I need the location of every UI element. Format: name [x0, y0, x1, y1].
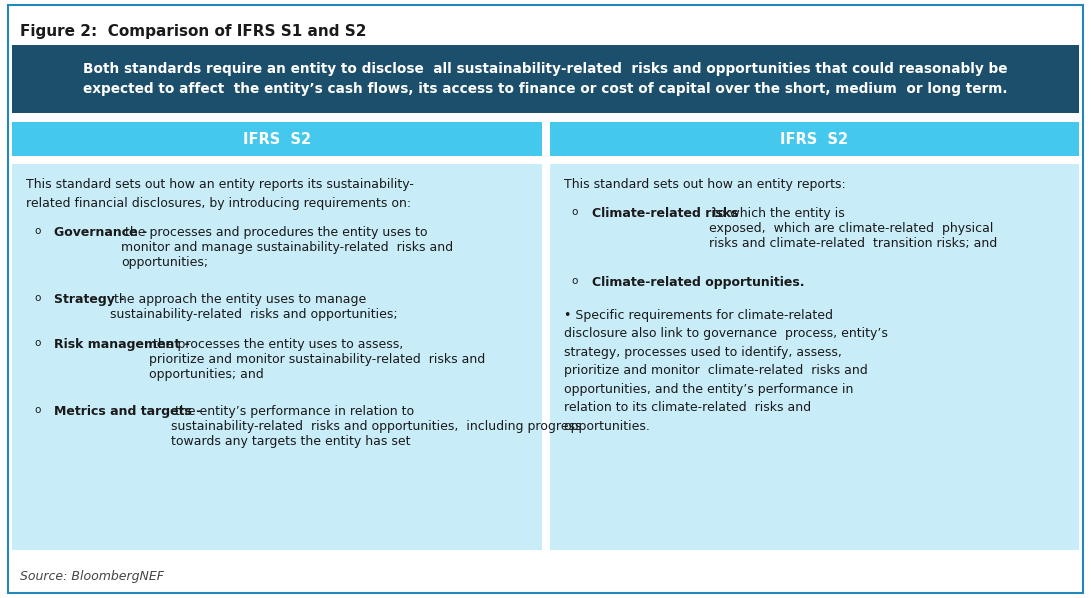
Text: Climate-related opportunities.: Climate-related opportunities. [591, 276, 804, 289]
Bar [12, 164, 541, 550]
Text: IFRS  S2: IFRS S2 [242, 132, 311, 147]
Text: Both standards require an entity to disclose  all sustainability-related  risks : Both standards require an entity to disc… [83, 62, 1008, 76]
Text: Strategy -: Strategy - [53, 292, 124, 306]
Bar [12, 45, 1079, 113]
Text: the entity’s performance in relation to
sustainability-related  risks and opport: the entity’s performance in relation to … [171, 405, 582, 448]
Text: • Specific requirements for climate-related
disclosure also link to governance  : • Specific requirements for climate-rela… [563, 309, 887, 432]
Text: This standard sets out how an entity reports:: This standard sets out how an entity rep… [563, 178, 846, 191]
Text: o: o [572, 276, 578, 286]
Text: to which the entity is
exposed,  which are climate-related  physical
risks and c: to which the entity is exposed, which ar… [709, 207, 997, 250]
Text: o: o [34, 226, 40, 236]
Text: o: o [34, 338, 40, 349]
Text: This standard sets out how an entity reports its sustainability-
related financi: This standard sets out how an entity rep… [26, 178, 413, 209]
Text: Governance -: Governance - [53, 226, 147, 239]
Text: the processes and procedures the entity uses to
monitor and manage sustainabilit: the processes and procedures the entity … [121, 226, 453, 269]
Text: Figure 2:  Comparison of IFRS S1 and S2: Figure 2: Comparison of IFRS S1 and S2 [20, 24, 367, 39]
Bar [550, 122, 1079, 156]
Text: Climate-related risks: Climate-related risks [591, 207, 738, 220]
Text: Metrics and targets -: Metrics and targets - [53, 405, 202, 418]
Text: Source: BloombergNEF: Source: BloombergNEF [20, 570, 164, 583]
Text: o: o [34, 405, 40, 415]
Bar [12, 122, 541, 156]
Text: the processes the entity uses to assess,
prioritize and monitor sustainability-r: the processes the entity uses to assess,… [148, 338, 485, 382]
Text: Risk management -: Risk management - [53, 338, 190, 352]
Text: IFRS  S2: IFRS S2 [780, 132, 849, 147]
Text: o: o [572, 207, 578, 217]
Text: the approach the entity uses to manage
sustainability-related  risks and opportu: the approach the entity uses to manage s… [110, 292, 397, 321]
Text: expected to affect  the entity’s cash flows, its access to finance or cost of ca: expected to affect the entity’s cash flo… [83, 82, 1008, 96]
Text: o: o [34, 292, 40, 303]
Bar [550, 164, 1079, 550]
